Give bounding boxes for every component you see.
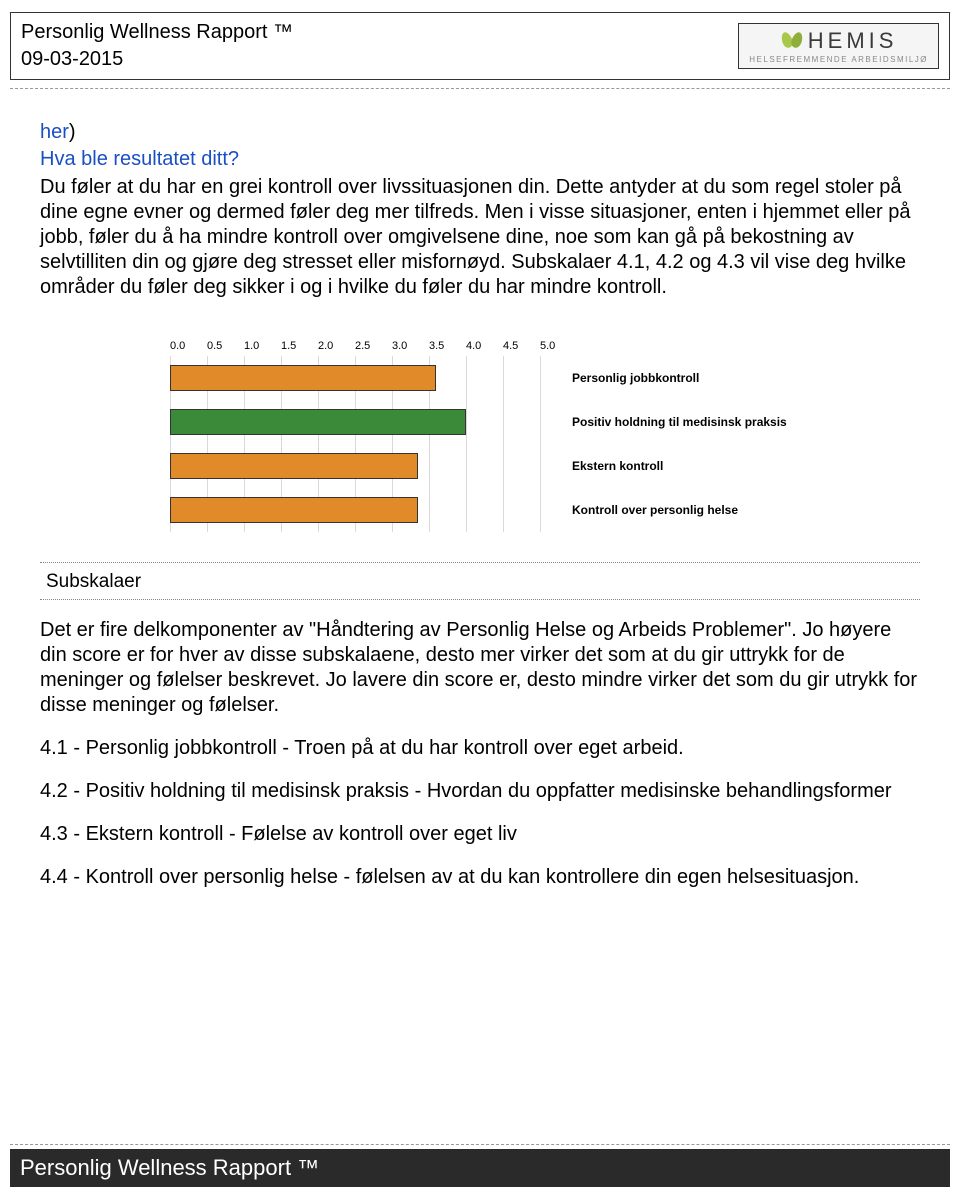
intro-prefix: her	[40, 121, 69, 143]
chart-bar	[170, 365, 436, 391]
subscale-chart: 0.00.51.01.52.02.53.03.54.04.55.0 Person…	[170, 340, 870, 532]
chart-bar	[170, 409, 466, 435]
footer-divider	[10, 1144, 950, 1145]
subskalaer-p3: 4.2 - Positiv holdning til medisinsk pra…	[40, 779, 920, 804]
chart-bar-label: Personlig jobbkontroll	[572, 371, 699, 385]
section-divider-bottom	[40, 599, 920, 600]
section-divider-top	[40, 562, 920, 563]
axis-tick: 4.0	[466, 340, 503, 352]
logo: HEMIS HELSEFREMMENDE ARBEIDSMILJØ	[738, 23, 939, 69]
header-left: Personlig Wellness Rapport ™ 09-03-2015	[21, 19, 293, 73]
intro-body: Du føler at du har en grei kontroll over…	[40, 175, 920, 300]
footer: Personlig Wellness Rapport ™	[10, 1144, 950, 1187]
chart-bar-label: Positiv holdning til medisinsk praksis	[572, 415, 787, 429]
chart-bar-label: Ekstern kontroll	[572, 459, 663, 473]
axis-tick: 3.0	[392, 340, 429, 352]
chart-row: Kontroll over personlig helse	[170, 488, 418, 532]
intro-line1: her)	[40, 119, 920, 146]
axis-tick: 5.0	[540, 340, 577, 352]
axis-tick: 2.0	[318, 340, 355, 352]
gridline	[540, 356, 541, 532]
axis-tick: 0.5	[207, 340, 244, 352]
chart-row: Positiv holdning til medisinsk praksis	[170, 400, 466, 444]
chart-body: Personlig jobbkontrollPositiv holdning t…	[170, 356, 870, 532]
axis-tick: 1.0	[244, 340, 281, 352]
report-header: Personlig Wellness Rapport ™ 09-03-2015 …	[10, 12, 950, 80]
axis-tick: 3.5	[429, 340, 466, 352]
logo-top: HEMIS	[749, 28, 928, 54]
chart-row: Ekstern kontroll	[170, 444, 418, 488]
axis-tick: 4.5	[503, 340, 540, 352]
axis-tick: 1.5	[281, 340, 318, 352]
axis-tick: 2.5	[355, 340, 392, 352]
report-date: 09-03-2015	[21, 46, 293, 73]
chart-bar	[170, 453, 418, 479]
intro-suffix: )	[69, 121, 76, 143]
intro-question: Hva ble resultatet ditt?	[40, 146, 920, 173]
chart-axis: 0.00.51.01.52.02.53.03.54.04.55.0	[170, 340, 870, 352]
report-title: Personlig Wellness Rapport ™	[21, 19, 293, 46]
chart-plot-area: Personlig jobbkontrollPositiv holdning t…	[170, 356, 870, 532]
subskalaer-p1: Det er fire delkomponenter av "Håndterin…	[40, 618, 920, 718]
logo-subtitle: HELSEFREMMENDE ARBEIDSMILJØ	[749, 55, 928, 64]
leaf-icon	[780, 32, 804, 50]
axis-tick: 0.0	[170, 340, 207, 352]
gridline	[503, 356, 504, 532]
subskalaer-p4: 4.3 - Ekstern kontroll - Følelse av kont…	[40, 822, 920, 847]
gridline	[466, 356, 467, 532]
footer-title: Personlig Wellness Rapport ™	[10, 1149, 950, 1187]
subskalaer-title: Subskalaer	[40, 569, 920, 599]
chart-bar-label: Kontroll over personlig helse	[572, 503, 738, 517]
content: her) Hva ble resultatet ditt? Du føler a…	[0, 89, 960, 890]
logo-text: HEMIS	[808, 28, 898, 54]
subskalaer-p5: 4.4 - Kontroll over personlig helse - fø…	[40, 865, 920, 890]
chart-bar	[170, 497, 418, 523]
subskalaer-p2: 4.1 - Personlig jobbkontroll - Troen på …	[40, 736, 920, 761]
chart-row: Personlig jobbkontroll	[170, 356, 436, 400]
